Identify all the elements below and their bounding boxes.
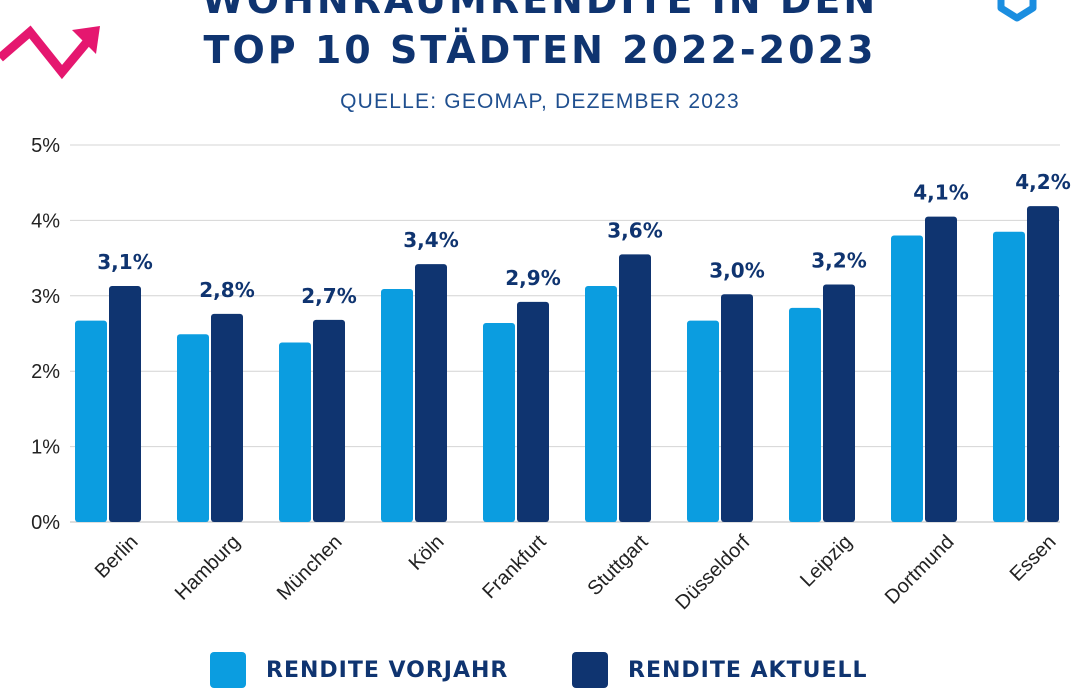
bar-vorjahr	[75, 320, 107, 522]
chart-title-line1: WOHNRAUMRENDITE IN DEN	[201, 0, 879, 22]
bar-aktuell	[721, 294, 753, 522]
bar-vorjahr	[381, 289, 413, 522]
bar-aktuell	[211, 313, 243, 522]
y-tick-label: 1%	[31, 437, 60, 459]
bar-aktuell	[823, 284, 855, 522]
bar-aktuell	[517, 301, 549, 522]
x-tick-label: Berlin	[91, 531, 143, 583]
data-label: 3,4%	[403, 228, 458, 252]
chart-subtitle: QUELLE: GEOMAP, DEZEMBER 2023	[340, 90, 740, 113]
bar-aktuell	[925, 216, 957, 522]
bar-vorjahr	[993, 231, 1025, 522]
bar-aktuell	[313, 319, 345, 522]
bar-vorjahr	[585, 285, 617, 522]
chart-title-line2: TOP 10 STÄDTEN 2022-2023	[203, 28, 877, 72]
x-tick-label: München	[273, 531, 347, 605]
logo-icon	[997, 0, 1037, 22]
bar-vorjahr	[891, 235, 923, 523]
data-label: 3,6%	[607, 218, 662, 242]
x-tick-label: Hamburg	[171, 531, 245, 605]
data-label: 4,2%	[1015, 170, 1070, 194]
data-label: 3,2%	[811, 248, 866, 272]
y-tick-label: 2%	[31, 361, 60, 383]
legend-swatch-aktuell	[572, 652, 608, 688]
data-label: 2,9%	[505, 266, 560, 290]
y-tick-label: 5%	[31, 135, 60, 157]
x-tick-label: Düsseldorf	[671, 531, 754, 614]
bar-aktuell	[415, 264, 447, 522]
y-tick-label: 4%	[31, 210, 60, 232]
x-tick-label: Leipzig	[796, 531, 856, 591]
x-tick-label: Köln	[405, 531, 449, 575]
y-tick-label: 0%	[31, 512, 60, 534]
x-tick-label: Essen	[1006, 531, 1061, 586]
bar-vorjahr	[687, 320, 719, 522]
data-label: 3,1%	[97, 250, 152, 274]
legend-swatch-vorjahr	[210, 652, 246, 688]
y-tick-label: 3%	[31, 286, 60, 308]
legend-item-vorjahr: RENDITE VORJAHR	[210, 652, 508, 688]
x-tick-label: Dortmund	[881, 531, 959, 609]
legend-label-vorjahr: RENDITE VORJAHR	[266, 657, 509, 683]
data-label: 2,7%	[301, 284, 356, 308]
trend-arrow-icon	[0, 25, 100, 80]
bar-vorjahr	[279, 342, 311, 522]
bar-vorjahr	[789, 307, 821, 522]
bar-aktuell	[1027, 206, 1059, 522]
data-label: 4,1%	[913, 181, 968, 205]
data-label: 3,0%	[709, 258, 764, 282]
data-label: 2,8%	[199, 278, 254, 302]
bar-aktuell	[109, 285, 141, 522]
bar-vorjahr	[177, 334, 209, 522]
x-tick-label: Stuttgart	[584, 531, 653, 600]
legend-item-aktuell: RENDITE AKTUELL	[572, 652, 868, 688]
bar-vorjahr	[483, 322, 515, 522]
x-tick-label: Frankfurt	[478, 531, 550, 603]
bar-aktuell	[619, 254, 651, 522]
legend-label-aktuell: RENDITE AKTUELL	[628, 657, 868, 683]
